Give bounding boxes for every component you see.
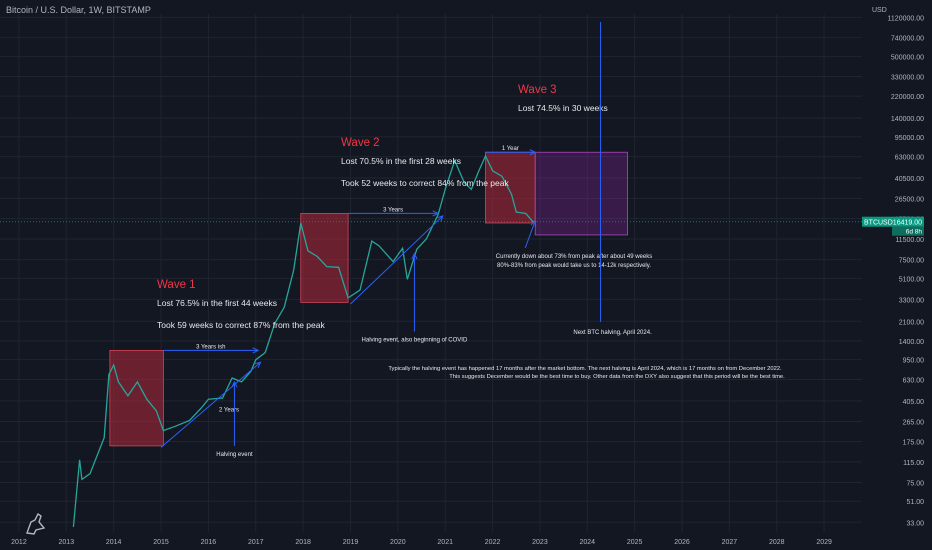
price-tag — [862, 216, 924, 227]
y-tick-label: 265.00 — [903, 419, 925, 426]
y-tick-label: 1120000.00 — [888, 15, 925, 22]
y-tick-label: 2100.00 — [899, 319, 924, 326]
y-tick-label: 63000.00 — [895, 155, 924, 162]
symbol-title: Bitcoin / U.S. Dollar, 1W, BITSTAMP — [6, 5, 151, 15]
projection-box — [534, 151, 628, 236]
y-tick-label: 500000.00 — [891, 54, 924, 61]
correction-box-3 — [485, 151, 536, 224]
current-arrow-head — [530, 219, 537, 227]
y-tick-label: 950.00 — [903, 358, 925, 365]
duration-arrow-1-head — [252, 347, 260, 354]
wave3-note-1: Currently down about 73% from peak after… — [496, 254, 652, 260]
duration-label-2: 3 Years — [383, 207, 403, 213]
footnote-line-2: This suggests December would be the best… — [449, 374, 785, 380]
x-tick-label: 2014 — [106, 539, 122, 546]
x-tick-label: 2016 — [201, 539, 217, 546]
x-tick-label: 2015 — [153, 539, 169, 546]
x-tick-label: 2020 — [390, 539, 406, 546]
time-axis[interactable]: 2012 2013 2014 2015 2016 2017 2018 2019 2020 2021… — [11, 539, 832, 546]
wave-summary-1: Lost 76.5% in the first 44 weeks — [157, 298, 277, 308]
price-tag-ticker: BTCUSD — [864, 220, 893, 227]
x-tick-label: 2019 — [343, 539, 359, 546]
halving-arrow-1-head — [231, 380, 238, 388]
y-tick-label: 630.00 — [903, 378, 925, 385]
y-tick-label: 115.00 — [903, 460, 924, 467]
y-tick-label: 40500.00 — [895, 176, 924, 183]
grid — [0, 14, 862, 532]
footnote-line-1: Typically the halving event has happened… — [388, 366, 782, 372]
x-tick-label: 2026 — [674, 539, 690, 546]
y-tick-label: 11500.00 — [895, 237, 924, 244]
trend-arrow-2-head — [436, 215, 444, 222]
x-tick-label: 2023 — [532, 539, 548, 546]
y-tick-label: 140000.00 — [891, 116, 924, 123]
y-tick-label: 26500.00 — [895, 197, 924, 204]
x-tick-label: 2017 — [248, 539, 264, 546]
duration-arrow-3-head — [529, 149, 537, 156]
x-tick-label: 2021 — [437, 539, 453, 546]
y-tick-label: 3300.00 — [899, 297, 924, 304]
annotations: Wave 1 Lost 76.5% in the first 44 weeks To… — [0, 22, 862, 458]
tradingview-logo-icon[interactable] — [26, 512, 46, 535]
y-tick-label: 33.00 — [906, 520, 924, 527]
current-arrow — [524, 220, 536, 249]
price-series — [72, 154, 537, 527]
wave3-note-2: 80%-83% from peak would take us to 14-12… — [497, 263, 651, 269]
trend-arrow-1-head — [254, 361, 262, 368]
y-tick-label: 95000.00 — [895, 135, 924, 142]
y-tick-label: 1400.00 — [899, 339, 924, 346]
next-halving-label: Next BTC halving, April 2024. — [573, 330, 652, 336]
countdown-tag-label: 6d 8h — [906, 229, 923, 236]
y-tick-label: 175.00 — [903, 440, 925, 447]
duration-label-3: 1 Year — [502, 146, 519, 152]
countdown-tag — [892, 226, 924, 236]
wave-title-3: Wave 3 — [518, 84, 557, 96]
wave-summary-2: Lost 70.5% in the first 28 weeks — [341, 156, 461, 166]
wave-detail-2: Took 52 weeks to correct 84% from the pe… — [341, 178, 509, 188]
x-tick-label: 2028 — [769, 539, 785, 546]
wave-title-1: Wave 1 — [157, 279, 196, 291]
trend-arrow-1 — [160, 361, 261, 448]
halving-arrow-2-head — [411, 252, 418, 260]
price-line — [72, 154, 537, 527]
x-tick-label: 2025 — [627, 539, 643, 546]
correction-boxes — [109, 151, 628, 447]
trend-label-1: 2 Years — [219, 407, 239, 413]
x-tick-label: 2018 — [295, 539, 311, 546]
y-tick-label: 330000.00 — [891, 74, 924, 81]
y-tick-label: 7500.00 — [899, 258, 924, 265]
price-tag-value: 16419.00 — [893, 220, 922, 227]
y-tick-label: 740000.00 — [891, 35, 924, 42]
y-tick-label: 405.00 — [903, 399, 925, 406]
y-tick-label: 5100.00 — [899, 276, 924, 283]
y-tick-label: 75.00 — [906, 481, 924, 488]
x-tick-label: 2022 — [485, 539, 501, 546]
duration-label-1: 3 Years ish — [196, 344, 225, 350]
y-tick-label: 51.00 — [906, 499, 924, 506]
wave-detail-1: Took 59 weeks to correct 87% from the pe… — [157, 320, 325, 330]
correction-box-1 — [109, 350, 164, 447]
trend-arrow-2 — [350, 215, 444, 305]
x-tick-label: 2012 — [11, 539, 27, 546]
x-tick-label: 2029 — [816, 539, 832, 546]
halving-label-1: Halving event — [216, 452, 253, 458]
duration-arrow-2-head — [432, 210, 440, 217]
wave-title-2: Wave 2 — [341, 137, 380, 149]
x-tick-label: 2024 — [580, 539, 596, 546]
currency-label: USD — [872, 7, 887, 14]
correction-box-2 — [300, 213, 349, 303]
x-tick-label: 2013 — [59, 539, 75, 546]
wave-summary-3: Lost 74.5% in 30 weeks — [518, 103, 608, 113]
x-tick-label: 2027 — [722, 539, 738, 546]
halving-label-2: Halving event, also beginning of COVID — [362, 337, 468, 343]
y-tick-label: 220000.00 — [891, 94, 924, 101]
